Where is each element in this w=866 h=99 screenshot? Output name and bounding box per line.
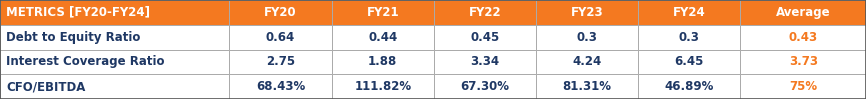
FancyBboxPatch shape xyxy=(229,50,332,74)
FancyBboxPatch shape xyxy=(536,25,638,50)
Text: 4.24: 4.24 xyxy=(572,55,602,68)
FancyBboxPatch shape xyxy=(332,0,434,25)
Text: Average: Average xyxy=(776,6,830,19)
FancyBboxPatch shape xyxy=(740,0,866,25)
FancyBboxPatch shape xyxy=(536,74,638,99)
Text: 3.73: 3.73 xyxy=(789,55,818,68)
Text: 2.75: 2.75 xyxy=(266,55,295,68)
FancyBboxPatch shape xyxy=(332,25,434,50)
FancyBboxPatch shape xyxy=(0,50,229,74)
Text: 0.64: 0.64 xyxy=(266,31,295,44)
FancyBboxPatch shape xyxy=(740,25,866,50)
Text: FY22: FY22 xyxy=(469,6,501,19)
FancyBboxPatch shape xyxy=(229,25,332,50)
Text: 111.82%: 111.82% xyxy=(354,80,411,93)
Text: 1.88: 1.88 xyxy=(368,55,397,68)
FancyBboxPatch shape xyxy=(638,50,740,74)
Text: 68.43%: 68.43% xyxy=(256,80,305,93)
FancyBboxPatch shape xyxy=(0,25,229,50)
Text: FY24: FY24 xyxy=(673,6,706,19)
Text: METRICS [FY20-FY24]: METRICS [FY20-FY24] xyxy=(6,6,150,19)
Text: 0.45: 0.45 xyxy=(470,31,500,44)
Text: FY21: FY21 xyxy=(366,6,399,19)
Text: 67.30%: 67.30% xyxy=(461,80,509,93)
FancyBboxPatch shape xyxy=(332,74,434,99)
Text: Debt to Equity Ratio: Debt to Equity Ratio xyxy=(6,31,140,44)
Text: 0.44: 0.44 xyxy=(368,31,397,44)
FancyBboxPatch shape xyxy=(434,74,536,99)
FancyBboxPatch shape xyxy=(638,74,740,99)
Text: 81.31%: 81.31% xyxy=(563,80,611,93)
FancyBboxPatch shape xyxy=(740,74,866,99)
FancyBboxPatch shape xyxy=(434,0,536,25)
FancyBboxPatch shape xyxy=(740,50,866,74)
FancyBboxPatch shape xyxy=(0,74,229,99)
Text: FY20: FY20 xyxy=(264,6,297,19)
FancyBboxPatch shape xyxy=(638,0,740,25)
FancyBboxPatch shape xyxy=(0,0,229,25)
Text: Interest Coverage Ratio: Interest Coverage Ratio xyxy=(6,55,165,68)
Text: FY23: FY23 xyxy=(571,6,604,19)
FancyBboxPatch shape xyxy=(332,50,434,74)
FancyBboxPatch shape xyxy=(536,0,638,25)
Text: 6.45: 6.45 xyxy=(675,55,704,68)
Text: CFO/EBITDA: CFO/EBITDA xyxy=(6,80,86,93)
FancyBboxPatch shape xyxy=(536,50,638,74)
FancyBboxPatch shape xyxy=(638,25,740,50)
FancyBboxPatch shape xyxy=(434,50,536,74)
Text: 46.89%: 46.89% xyxy=(664,80,714,93)
Text: 0.3: 0.3 xyxy=(577,31,598,44)
Text: 75%: 75% xyxy=(789,80,818,93)
Text: 0.43: 0.43 xyxy=(789,31,818,44)
FancyBboxPatch shape xyxy=(229,0,332,25)
FancyBboxPatch shape xyxy=(229,74,332,99)
FancyBboxPatch shape xyxy=(434,25,536,50)
Text: 3.34: 3.34 xyxy=(470,55,500,68)
Text: 0.3: 0.3 xyxy=(679,31,700,44)
